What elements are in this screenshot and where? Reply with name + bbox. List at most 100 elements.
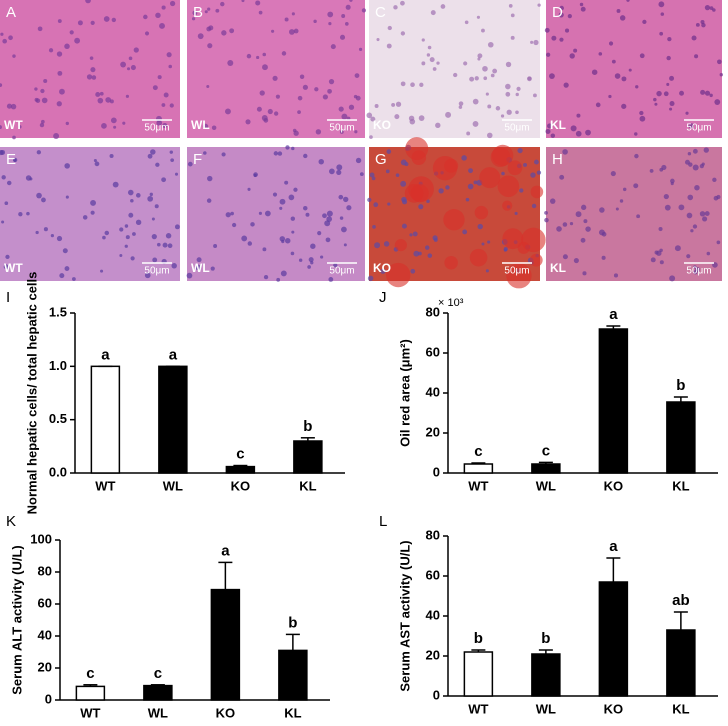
nucleus: [246, 53, 252, 59]
nucleus: [695, 22, 700, 27]
nucleus: [685, 111, 689, 115]
nucleus: [523, 162, 528, 167]
nucleus: [53, 133, 60, 139]
nucleus: [619, 15, 626, 21]
y-tick-label: 60: [426, 344, 440, 359]
significance-letter: b: [303, 418, 312, 435]
nucleus: [0, 32, 4, 36]
nucleus: [436, 61, 440, 65]
nucleus: [227, 59, 234, 66]
y-tick-label: 20: [426, 424, 440, 439]
nucleus: [386, 43, 392, 49]
y-tick-label: 60: [426, 567, 440, 582]
nucleus: [336, 164, 343, 171]
nucleus: [383, 241, 390, 247]
nucleus: [669, 107, 673, 111]
nucleus: [220, 1, 225, 7]
nucleus: [40, 88, 45, 94]
nucleus: [659, 260, 664, 265]
lipid: [479, 167, 501, 189]
y-axis-label: Oil red area (μm²): [397, 339, 412, 447]
nucleus: [495, 106, 501, 111]
nucleus: [458, 101, 464, 106]
nucleus: [704, 5, 711, 11]
group-label: WT: [4, 118, 23, 132]
lipid: [443, 209, 465, 231]
nucleus: [580, 237, 586, 243]
nucleus: [679, 90, 684, 96]
bar: [598, 581, 629, 697]
nucleus: [701, 22, 706, 28]
nucleus: [171, 263, 177, 269]
nucleus: [367, 275, 374, 282]
nucleus: [458, 105, 463, 109]
nucleus: [477, 223, 483, 230]
y-axis-label: Serum AST activity (U/L): [397, 540, 412, 691]
nucleus: [453, 72, 458, 78]
nucleus: [136, 193, 141, 198]
nucleus: [43, 227, 48, 232]
nucleus: [658, 227, 663, 232]
significance-letter: c: [86, 665, 94, 682]
nucleus: [293, 28, 299, 34]
lipid: [469, 248, 488, 267]
nucleus: [713, 195, 719, 201]
nucleus: [481, 28, 485, 33]
nucleus: [338, 106, 344, 112]
nucleus: [516, 86, 521, 91]
nucleus: [418, 204, 424, 210]
nucleus: [155, 12, 161, 19]
bar: [666, 629, 696, 697]
nucleus: [639, 110, 644, 116]
nucleus: [550, 133, 556, 138]
nucleus: [64, 163, 70, 169]
nucleus: [167, 243, 173, 249]
bar: [210, 588, 241, 701]
nucleus: [656, 250, 662, 256]
group-label: KO: [373, 118, 391, 132]
nucleus: [192, 10, 198, 16]
nucleus: [580, 6, 586, 12]
nucleus: [487, 240, 491, 244]
nucleus: [709, 93, 713, 98]
nucleus: [308, 257, 314, 263]
nucleus: [303, 153, 308, 159]
nucleus: [575, 211, 582, 218]
nucleus: [579, 2, 584, 7]
nucleus: [692, 224, 698, 229]
nucleus: [149, 192, 153, 197]
nucleus: [327, 88, 332, 94]
nucleus: [144, 272, 151, 279]
nucleus: [320, 255, 324, 259]
nucleus: [505, 91, 511, 97]
nucleus: [438, 188, 444, 194]
nucleus: [315, 129, 322, 135]
panel-background: [0, 0, 180, 138]
nucleus: [476, 15, 481, 19]
nucleus: [636, 214, 641, 219]
nucleus: [628, 68, 632, 72]
nucleus: [544, 27, 550, 33]
nucleus: [361, 8, 367, 13]
nucleus: [468, 168, 473, 174]
nucleus: [621, 76, 627, 82]
nucleus: [614, 73, 621, 79]
nucleus: [429, 57, 435, 63]
x-tick-label: KO: [231, 478, 251, 493]
nucleus: [653, 97, 657, 102]
nucleus: [95, 92, 101, 97]
nucleus: [527, 76, 532, 82]
nucleus: [297, 110, 301, 115]
nucleus: [669, 101, 675, 107]
nucleus: [3, 264, 9, 270]
nucleus: [704, 211, 710, 217]
nucleus: [426, 53, 431, 57]
image-panel: F WL 50μm: [186, 145, 365, 282]
nucleus: [65, 121, 69, 126]
nucleus: [314, 87, 319, 92]
nucleus: [281, 239, 285, 244]
nucleus: [174, 172, 179, 176]
nucleus: [211, 125, 217, 130]
x-tick-label: KL: [284, 705, 301, 720]
panel-letter: K: [6, 513, 16, 530]
